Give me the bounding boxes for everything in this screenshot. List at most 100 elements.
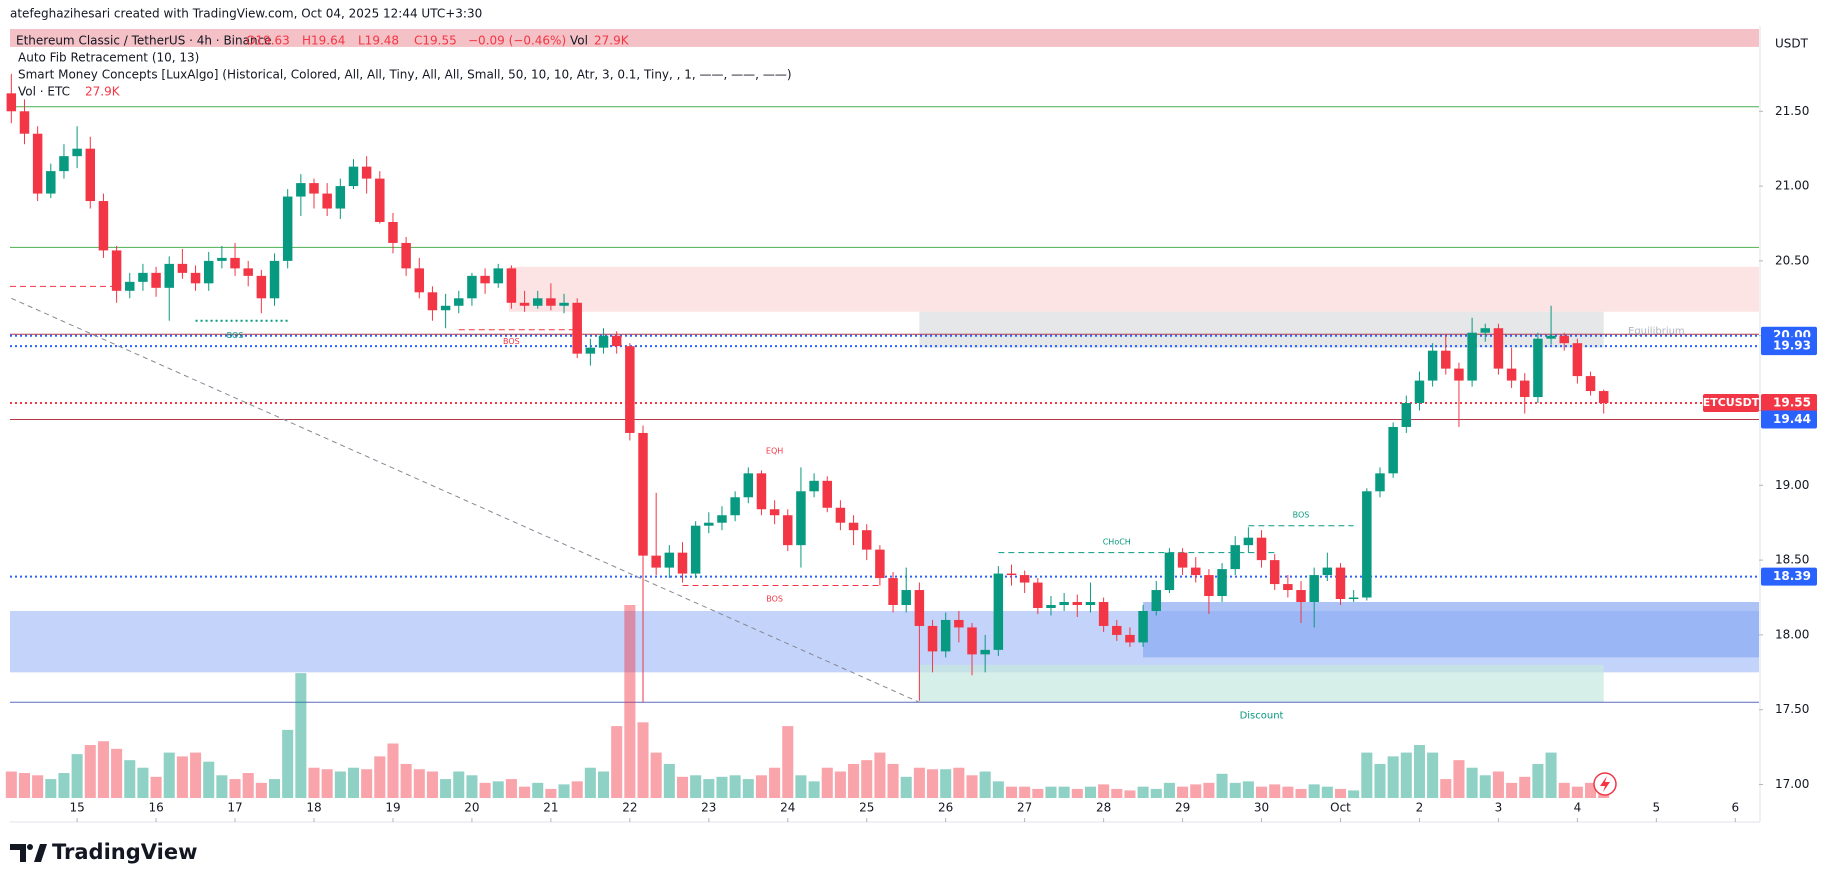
zones: [10, 28, 1759, 703]
candle-body: [1388, 426, 1398, 474]
volume-bar: [58, 773, 70, 798]
volume-bar: [519, 786, 531, 798]
candle-body: [19, 111, 30, 134]
volume-bar: [900, 776, 912, 798]
volume-bar: [268, 779, 281, 798]
logo-mark: [34, 844, 47, 862]
candle-body: [85, 148, 96, 202]
legend-ohlc-value: O19.63: [246, 34, 290, 48]
volume-bar: [5, 771, 17, 798]
volume-bar: [1466, 767, 1478, 798]
x-tick-label: 30: [1254, 801, 1269, 815]
volume-bar: [32, 775, 44, 798]
volume-bar: [1229, 782, 1241, 798]
candle-body: [203, 260, 214, 284]
y-tick-label: 18.00: [1775, 627, 1809, 641]
volume-bar: [505, 779, 517, 798]
symbol-box: [1703, 394, 1759, 413]
candle-body: [704, 522, 714, 526]
x-tick-label: 29: [1175, 801, 1190, 815]
candle-body: [756, 473, 767, 510]
candle-body: [611, 335, 622, 347]
candle-body: [1362, 491, 1372, 598]
volume-bar: [1005, 786, 1018, 798]
x-tick-label: 15: [69, 801, 84, 815]
volume-bar: [1137, 786, 1149, 798]
volume-bar: [663, 763, 675, 798]
candle-body: [717, 515, 727, 523]
header: atefeghazihesari created with TradingVie…: [10, 7, 482, 21]
candle-body: [401, 242, 411, 269]
x-tick-label: 27: [1017, 801, 1032, 815]
volume-bar: [1295, 788, 1307, 798]
volume-bar: [1177, 786, 1189, 798]
candle-body: [835, 507, 846, 523]
candle-body: [138, 272, 148, 282]
candle-body: [848, 522, 859, 531]
candle-body: [1085, 602, 1096, 605]
volume-bar: [1019, 786, 1031, 798]
candle-body: [177, 263, 188, 273]
volume-bar: [848, 763, 860, 798]
zone: [1143, 602, 1759, 658]
candle-body: [480, 275, 490, 284]
volume-bar: [1124, 790, 1136, 798]
volume-bar: [18, 773, 31, 798]
candle-body: [1019, 575, 1030, 583]
x-tick-label: 18: [306, 801, 321, 815]
candle-body: [1033, 582, 1043, 608]
candle-body: [598, 335, 609, 348]
volume: [5, 605, 1610, 798]
volume-bar: [1413, 745, 1425, 798]
volume-bar: [1558, 782, 1570, 798]
volume-bar: [584, 767, 596, 798]
candle-body: [1480, 328, 1491, 333]
volume-bar: [1361, 752, 1373, 798]
candle-body: [493, 268, 503, 284]
y-tick-label: 17.00: [1775, 777, 1809, 791]
x-tick-label: 19: [385, 801, 400, 815]
candle-body: [1454, 368, 1464, 381]
volume-bar: [1242, 781, 1254, 798]
x-tick-label: 4: [1574, 801, 1582, 815]
y-tick-label: 18.50: [1775, 553, 1809, 567]
volume-bar: [1084, 786, 1096, 798]
indicator: Smart Money Concepts [LuxAlgo] (Historic…: [18, 68, 792, 82]
candle-body: [1375, 473, 1385, 492]
candle-body: [361, 166, 372, 179]
candle-body: [1230, 545, 1240, 570]
annotation: Equilibrium: [1628, 326, 1685, 337]
logo-mark: [27, 844, 33, 850]
volume-bar: [927, 769, 939, 798]
volume-bar: [637, 722, 649, 798]
candle-body: [46, 171, 56, 194]
price-label: 19.93: [1773, 339, 1811, 353]
volume-bar: [334, 771, 346, 798]
candle-body: [809, 480, 819, 492]
candle-body: [1348, 597, 1359, 600]
volume-bar: [1545, 752, 1557, 798]
price-label-box: [1761, 567, 1817, 586]
candle-body: [532, 298, 543, 306]
volume-bar: [84, 745, 96, 798]
candle-body: [664, 552, 675, 568]
x-tick-label: 17: [227, 801, 242, 815]
volume-bar: [216, 775, 228, 798]
volume-bar: [466, 775, 478, 798]
annotation: EQH: [766, 446, 783, 455]
candles: [6, 73, 1609, 703]
currency: USDT: [1775, 37, 1809, 51]
candle-body: [783, 515, 793, 546]
legend-change: −0.09 (−0.46%): [468, 34, 566, 48]
candle-body: [1493, 328, 1504, 369]
candle-body: [335, 186, 346, 209]
logo-text: TradingView: [52, 840, 197, 864]
volume-bar: [808, 781, 820, 798]
legend-ohlc-value: L19.48: [358, 34, 399, 48]
candle-body: [1283, 584, 1293, 591]
candle-body: [1125, 634, 1135, 643]
candle-body: [638, 432, 648, 556]
price-label: 19.55: [1773, 396, 1811, 410]
candle-body: [348, 166, 359, 187]
